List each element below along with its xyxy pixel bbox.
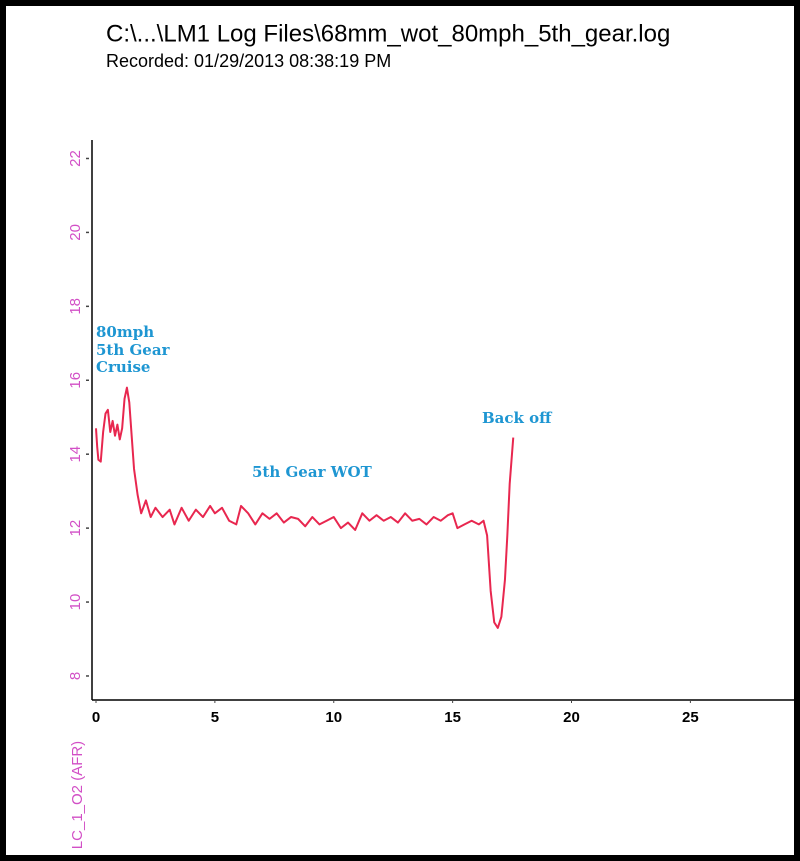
x-tick-label: 0 (92, 709, 100, 726)
y-tick-label: 16 (67, 372, 84, 389)
annotation: 5th Gear (96, 341, 171, 359)
y-axis-label: LC_1_O2 (AFR) (69, 741, 86, 849)
y-tick-label: 14 (67, 446, 84, 463)
x-tick-label: 25 (682, 709, 699, 726)
y-tick-label: 12 (67, 520, 84, 537)
annotation: 80mph (96, 323, 154, 341)
annotation: 5th Gear WOT (252, 463, 373, 481)
y-tick-label: 18 (67, 298, 84, 315)
y-tick-label: 22 (67, 150, 84, 167)
x-tick-label: 5 (211, 709, 219, 726)
y-tick-label: 20 (67, 224, 84, 241)
x-tick-label: 10 (325, 709, 342, 726)
x-tick-label: 15 (444, 709, 461, 726)
annotation: Cruise (96, 358, 150, 376)
x-tick-label: 20 (563, 709, 580, 726)
chart-title: C:\...\LM1 Log Files\68mm_wot_80mph_5th_… (106, 20, 670, 47)
chart-subtitle: Recorded: 01/29/2013 08:38:19 PM (106, 51, 391, 71)
data-line (95, 386, 515, 629)
y-tick-label: 8 (67, 672, 84, 680)
annotation: Back off (482, 409, 553, 427)
y-tick-label: 10 (67, 594, 84, 611)
